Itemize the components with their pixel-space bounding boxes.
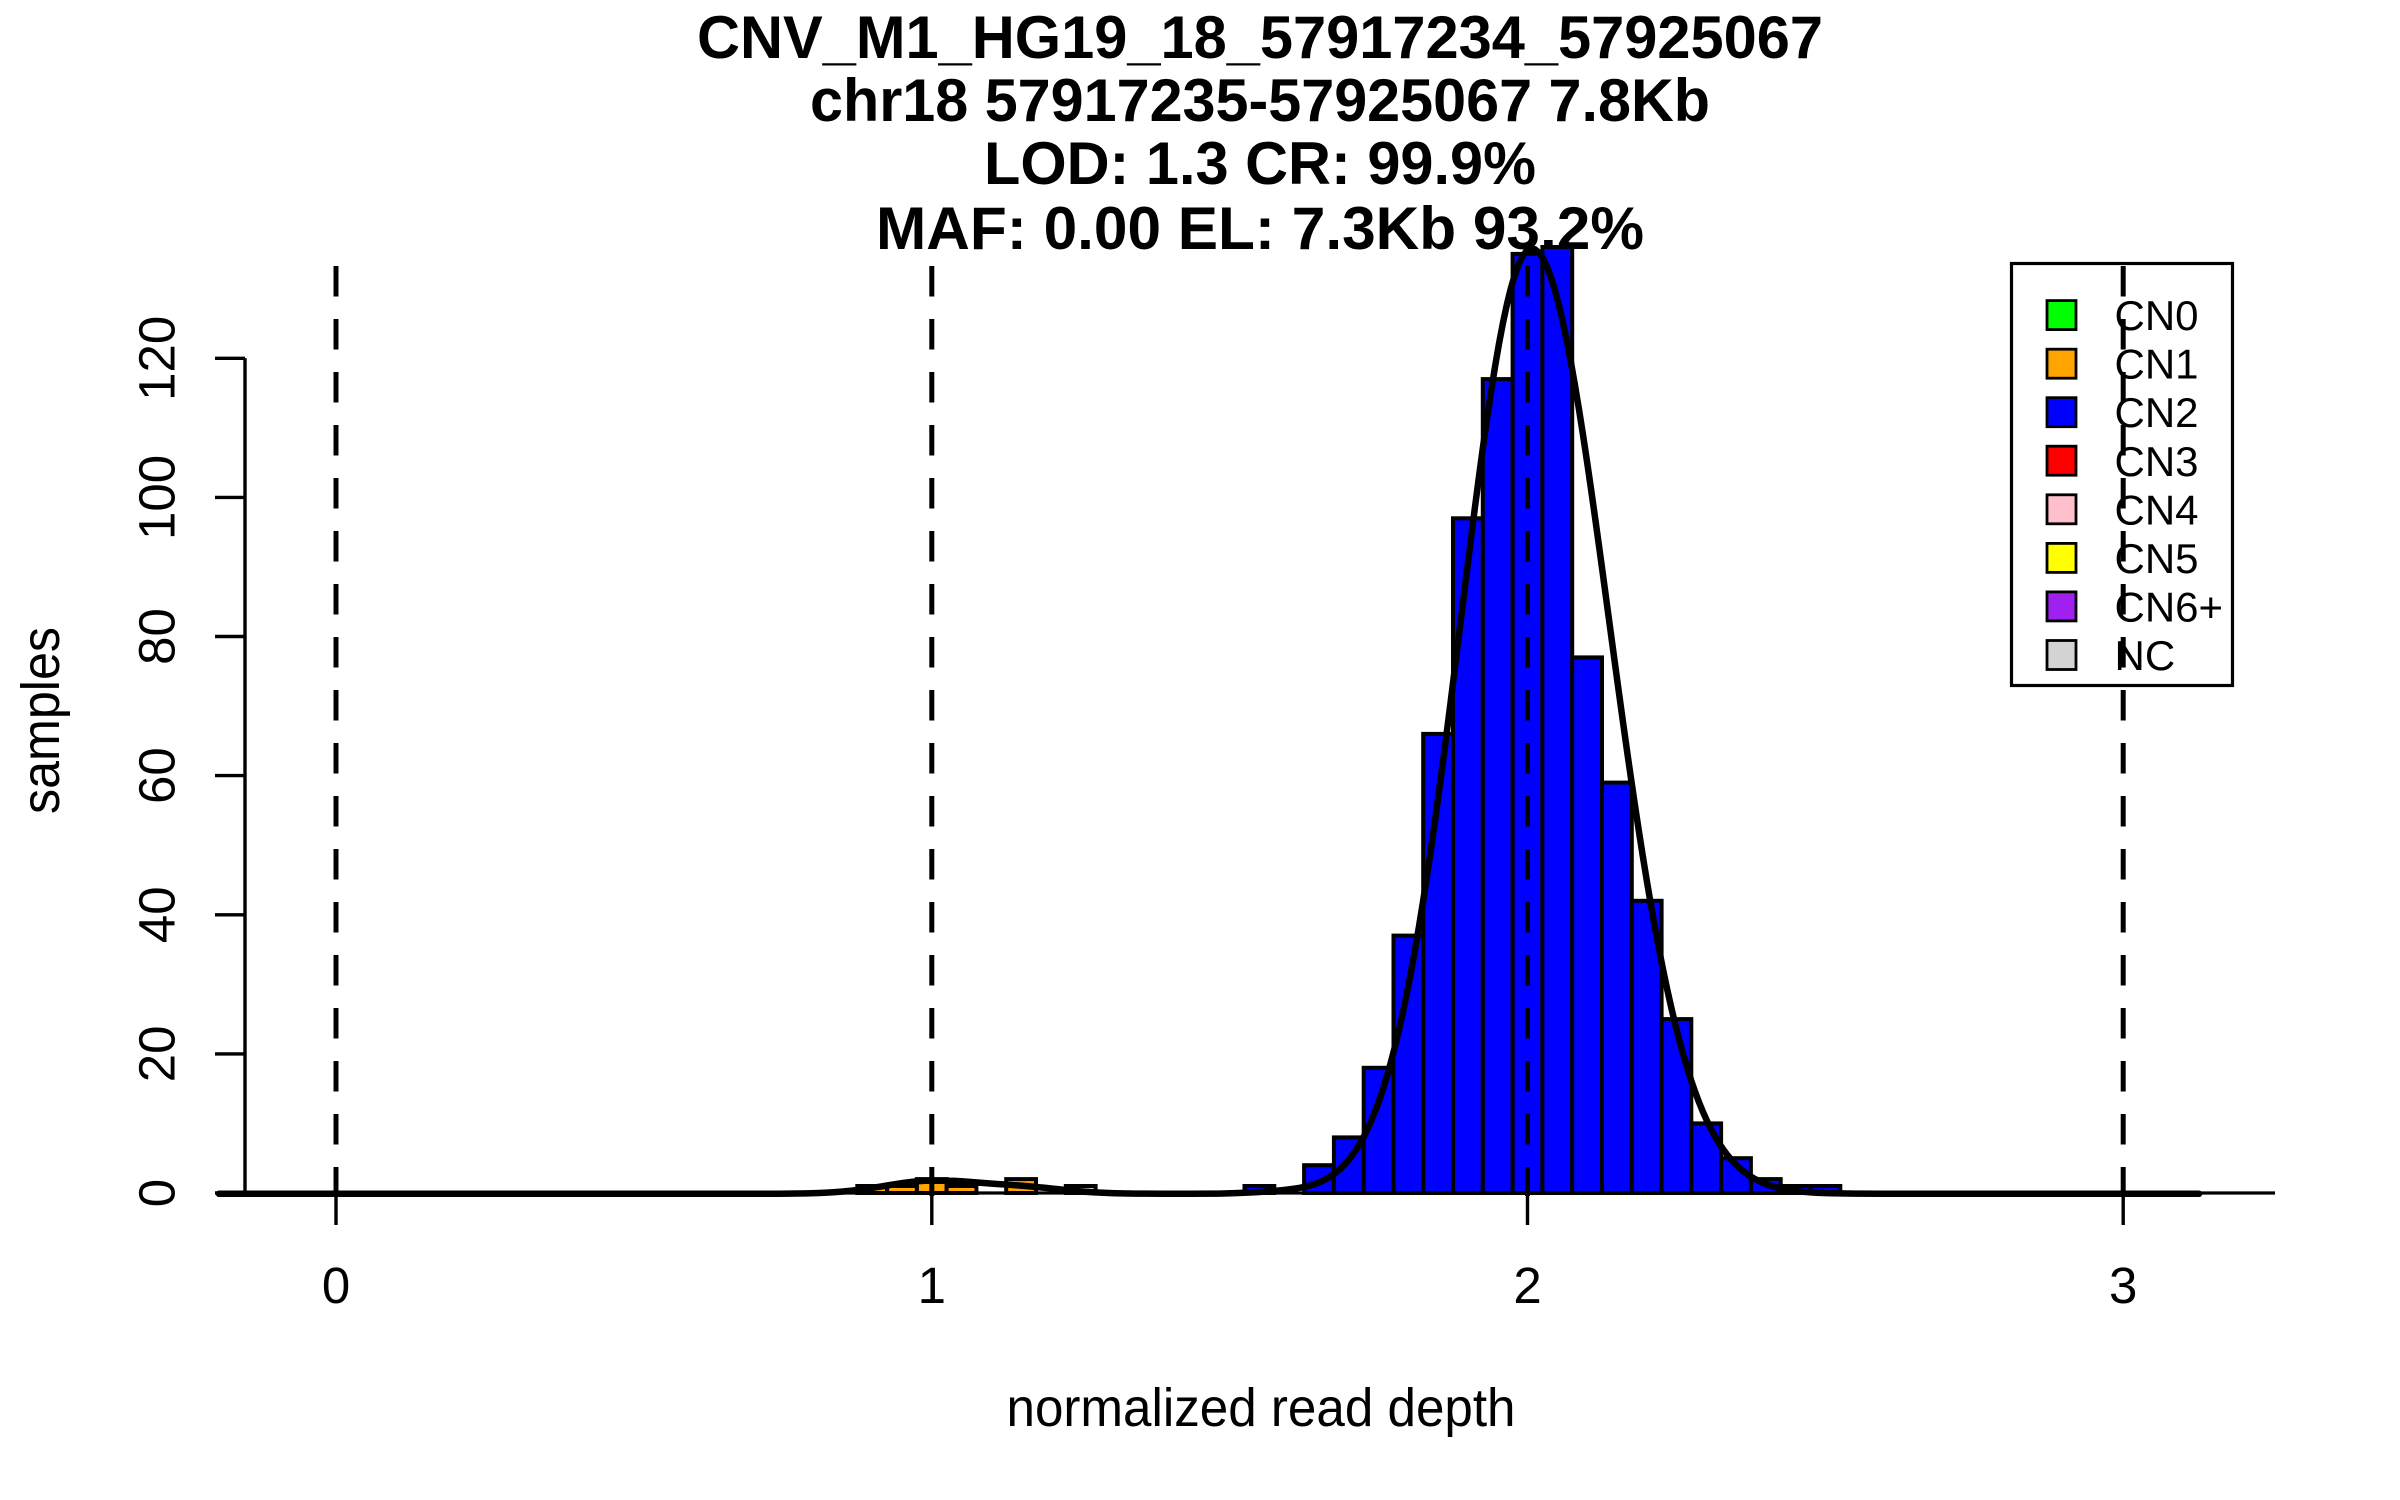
svg-text:3: 3 — [2109, 1257, 2137, 1314]
svg-text:samples: samples — [11, 627, 71, 814]
svg-text:CN1: CN1 — [2115, 341, 2199, 388]
svg-text:CN6+: CN6+ — [2115, 583, 2224, 630]
svg-text:80: 80 — [129, 608, 186, 665]
svg-text:LOD: 1.3 CR: 99.9%: LOD: 1.3 CR: 99.9% — [984, 130, 1536, 197]
svg-text:60: 60 — [129, 747, 186, 804]
svg-text:CNV_M1_HG19_18_57917234_579250: CNV_M1_HG19_18_57917234_57925067 — [697, 4, 1823, 71]
svg-text:MAF: 0.00 EL: 7.3Kb 93.2%: MAF: 0.00 EL: 7.3Kb 93.2% — [876, 195, 1644, 262]
svg-text:2: 2 — [1513, 1257, 1541, 1314]
svg-text:120: 120 — [129, 316, 186, 401]
svg-text:0: 0 — [322, 1257, 350, 1314]
svg-text:NC: NC — [2115, 632, 2176, 679]
svg-text:CN2: CN2 — [2115, 389, 2199, 436]
svg-text:20: 20 — [129, 1026, 186, 1083]
svg-text:CN4: CN4 — [2115, 486, 2199, 533]
svg-text:1: 1 — [918, 1257, 946, 1314]
svg-text:100: 100 — [129, 455, 186, 540]
svg-text:0: 0 — [129, 1179, 186, 1207]
svg-text:CN5: CN5 — [2115, 535, 2199, 582]
svg-text:normalized read depth: normalized read depth — [1007, 1378, 1516, 1438]
svg-text:CN0: CN0 — [2115, 292, 2199, 339]
svg-text:40: 40 — [129, 886, 186, 943]
svg-text:chr18 57917235-57925067 7.8Kb: chr18 57917235-57925067 7.8Kb — [810, 67, 1710, 134]
svg-text:CN3: CN3 — [2115, 438, 2199, 485]
